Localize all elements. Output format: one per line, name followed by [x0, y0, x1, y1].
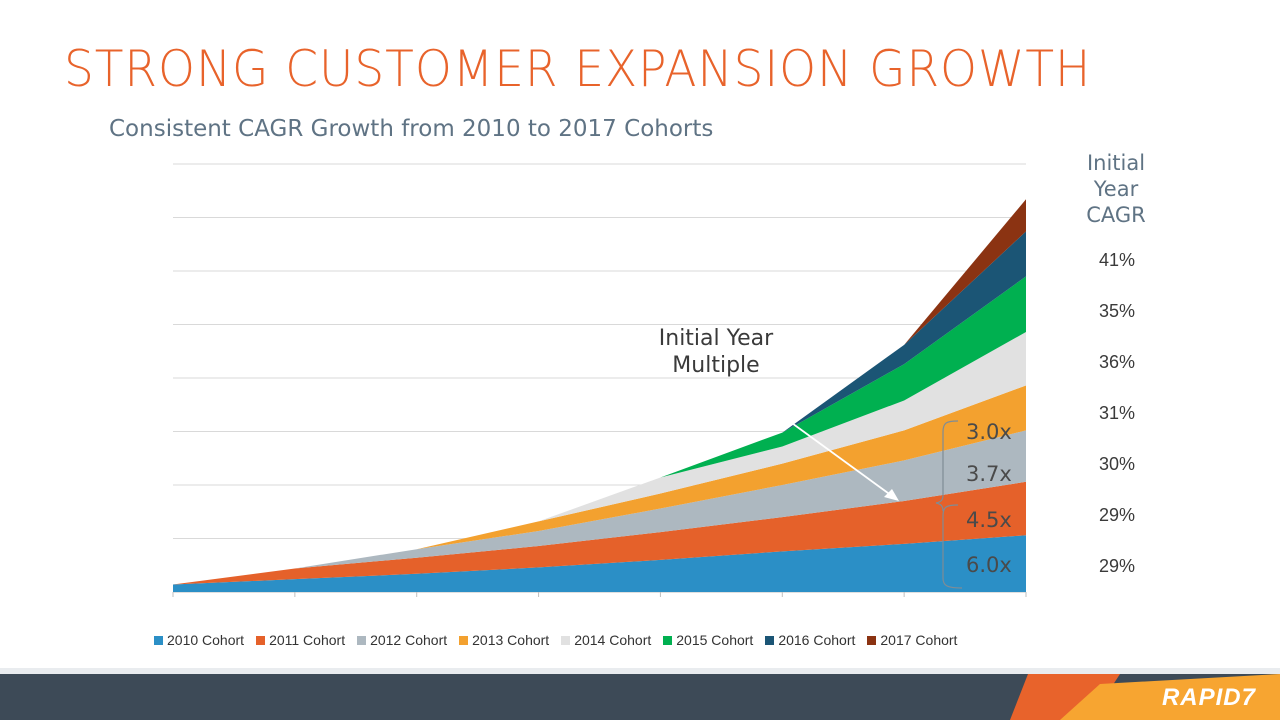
- legend-label: 2013 Cohort: [472, 632, 550, 648]
- chart-areas: [173, 199, 1026, 592]
- annotation-arrow-line: [762, 401, 893, 497]
- series-area-2017-cohort: [904, 199, 1026, 345]
- legend-swatch: [459, 635, 469, 645]
- series-area-2012-cohort: [294, 430, 1026, 569]
- footer-bar: RAPID7: [0, 674, 1280, 720]
- cagr-value: 41%: [1098, 250, 1136, 270]
- legend-swatch: [663, 635, 673, 645]
- legend-swatch: [561, 635, 571, 645]
- cagr-value: 31%: [1098, 403, 1136, 423]
- legend-item: 2014 Cohort: [561, 632, 651, 648]
- page-title: STRONG CUSTOMER EXPANSION GROWTH: [64, 40, 1092, 98]
- legend-label: 2015 Cohort: [676, 632, 754, 648]
- initial-year-multiple-label: Initial Year Multiple: [636, 325, 796, 379]
- cagr-value: 35%: [1098, 301, 1136, 321]
- footer-accent-shapes: [1010, 674, 1280, 720]
- legend-label: 2011 Cohort: [269, 632, 346, 648]
- page-subtitle: Consistent CAGR Growth from 2010 to 2017…: [109, 116, 714, 142]
- legend-swatch: [867, 635, 877, 645]
- cagr-value: 29%: [1098, 505, 1136, 525]
- legend-label: 2012 Cohort: [370, 632, 448, 648]
- cagr-value: 30%: [1098, 454, 1136, 474]
- legend-label: 2014 Cohort: [574, 632, 652, 648]
- cagr-heading-line: Initial: [1086, 151, 1146, 175]
- legend-swatch: [357, 635, 367, 645]
- legend-item: 2011 Cohort: [256, 632, 345, 648]
- annotation-line-2: Multiple: [672, 353, 760, 378]
- legend-item: 2017 Cohort: [867, 632, 957, 648]
- cagr-value: 29%: [1098, 556, 1136, 576]
- cagr-axis-heading: Initial Year CAGR: [1068, 150, 1164, 228]
- cagr-heading-line: Year: [1093, 177, 1139, 201]
- legend-label: 2016 Cohort: [778, 632, 856, 648]
- footer-accent-amber: [1060, 674, 1280, 720]
- chart-axis-ticks: [172, 592, 1027, 597]
- multiple-label: 3.7x: [966, 462, 1012, 486]
- annotation-line-1: Initial Year: [658, 326, 774, 351]
- bracket-lower: [942, 504, 963, 589]
- chart-annotations: [762, 401, 963, 589]
- footer-divider: [0, 668, 1280, 674]
- chart-legend: 2010 Cohort 2011 Cohort 2012 Cohort 2013 Co…: [154, 632, 957, 648]
- legend-label: 2010 Cohort: [167, 632, 245, 648]
- legend-swatch: [154, 635, 163, 645]
- annotation-arrow-head: [884, 489, 899, 501]
- legend-item: 2010 Cohort: [154, 632, 244, 648]
- legend-item: 2016 Cohort: [765, 632, 855, 648]
- bracket-upper: [935, 420, 959, 512]
- multiple-label: 6.0x: [966, 553, 1012, 577]
- series-area-2011-cohort: [173, 481, 1026, 585]
- multiple-label: 4.5x: [966, 508, 1012, 532]
- legend-swatch: [256, 635, 266, 645]
- legend-item: 2015 Cohort: [663, 632, 753, 648]
- cagr-value: 36%: [1098, 352, 1136, 372]
- legend-swatch: [765, 635, 775, 645]
- multiple-label: 3.0x: [966, 420, 1012, 444]
- rapid7-logo: RAPID7: [1161, 684, 1256, 711]
- legend-item: 2013 Cohort: [459, 632, 549, 648]
- legend-label: 2017 Cohort: [880, 632, 958, 648]
- legend-item: 2012 Cohort: [357, 632, 447, 648]
- cagr-heading-line: CAGR: [1086, 203, 1146, 227]
